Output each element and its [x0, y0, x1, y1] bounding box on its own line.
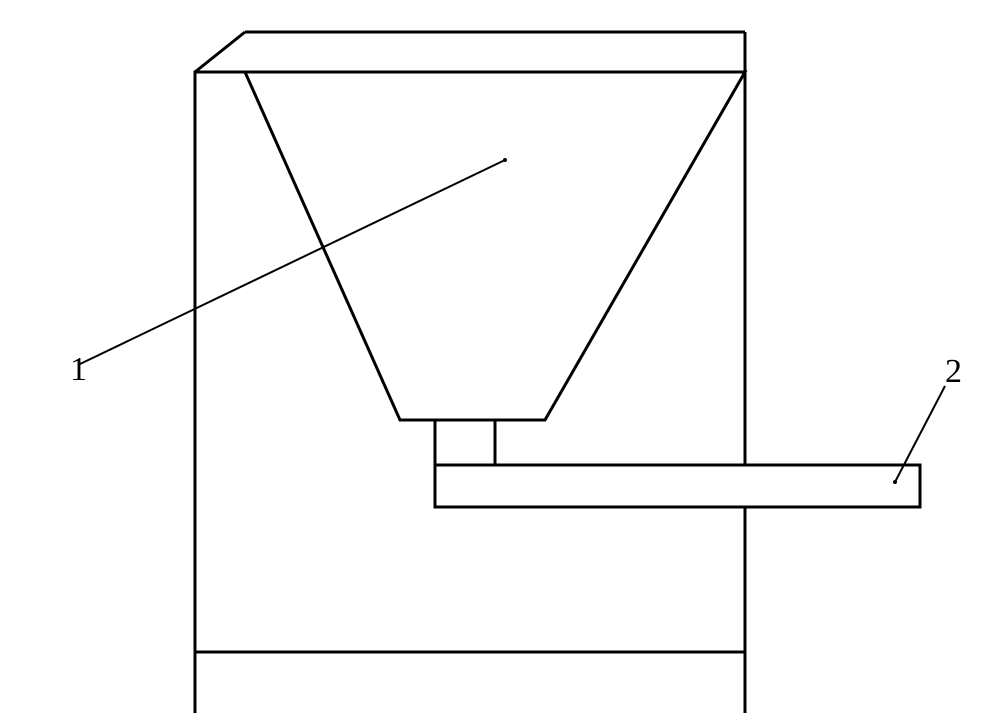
outlet-pipe: [435, 465, 920, 507]
callout-label-1: 1: [70, 351, 87, 388]
diagram-geometry: [195, 32, 920, 713]
diagram-callouts: 12: [70, 158, 962, 484]
outer-housing: [195, 72, 745, 652]
leader-dot-2: [893, 480, 897, 484]
engineering-diagram: 12: [0, 0, 1000, 713]
funnel-neck: [435, 420, 495, 465]
leader-dot-1: [503, 158, 507, 162]
callout-label-2: 2: [945, 353, 962, 390]
rim-left: [195, 32, 245, 72]
hopper-funnel: [245, 72, 745, 420]
leader-line-1: [80, 160, 505, 364]
